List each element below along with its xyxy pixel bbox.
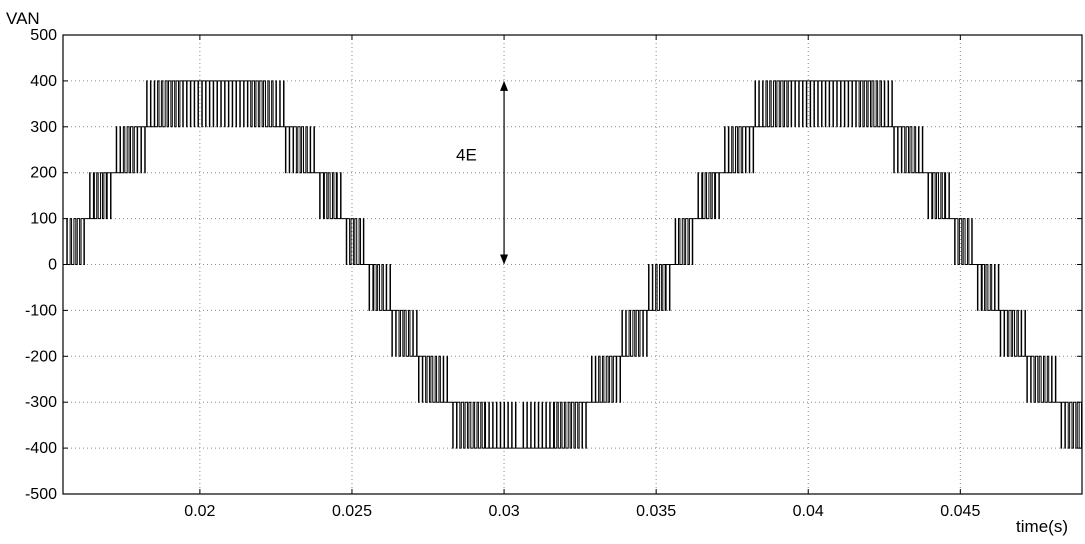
y-tick-label: 200 xyxy=(30,165,57,182)
y-axis-label: VAN xyxy=(6,9,40,28)
x-tick-label: 0.04 xyxy=(793,503,824,520)
y-tick-label: 500 xyxy=(30,27,57,44)
annotation-layer: 4E xyxy=(456,80,509,265)
y-tick-label: -500 xyxy=(25,486,57,503)
grid-layer xyxy=(63,35,1082,494)
x-tick-label: 0.03 xyxy=(488,503,519,520)
y-tick-label: -200 xyxy=(25,348,57,365)
y-tick-label: 100 xyxy=(30,211,57,228)
x-tick-label: 0.02 xyxy=(184,503,215,520)
y-tick-label: -100 xyxy=(25,302,57,319)
series-line xyxy=(63,80,1083,449)
y-tick-label: 400 xyxy=(30,73,57,90)
y-tick-label: -300 xyxy=(25,394,57,411)
x-tick-label: 0.045 xyxy=(940,503,980,520)
x-axis-label: time(s) xyxy=(1016,517,1068,536)
annotation-label: 4E xyxy=(456,146,477,165)
waveform-layer xyxy=(63,80,1083,449)
y-tick-label: 300 xyxy=(30,119,57,136)
tick-layer xyxy=(63,34,1082,495)
x-tick-label: 0.025 xyxy=(332,503,372,520)
y-tick-label: 0 xyxy=(48,257,57,274)
label-layer: 500 400 300 200 100 0 -100 -200 -300 -400 -500 0.02… xyxy=(6,9,1068,536)
y-tick-label: -400 xyxy=(25,440,57,457)
x-tick-label: 0.035 xyxy=(636,503,676,520)
annotation-arrowhead-top xyxy=(500,80,509,91)
annotation-arrowhead-bottom xyxy=(500,254,509,265)
